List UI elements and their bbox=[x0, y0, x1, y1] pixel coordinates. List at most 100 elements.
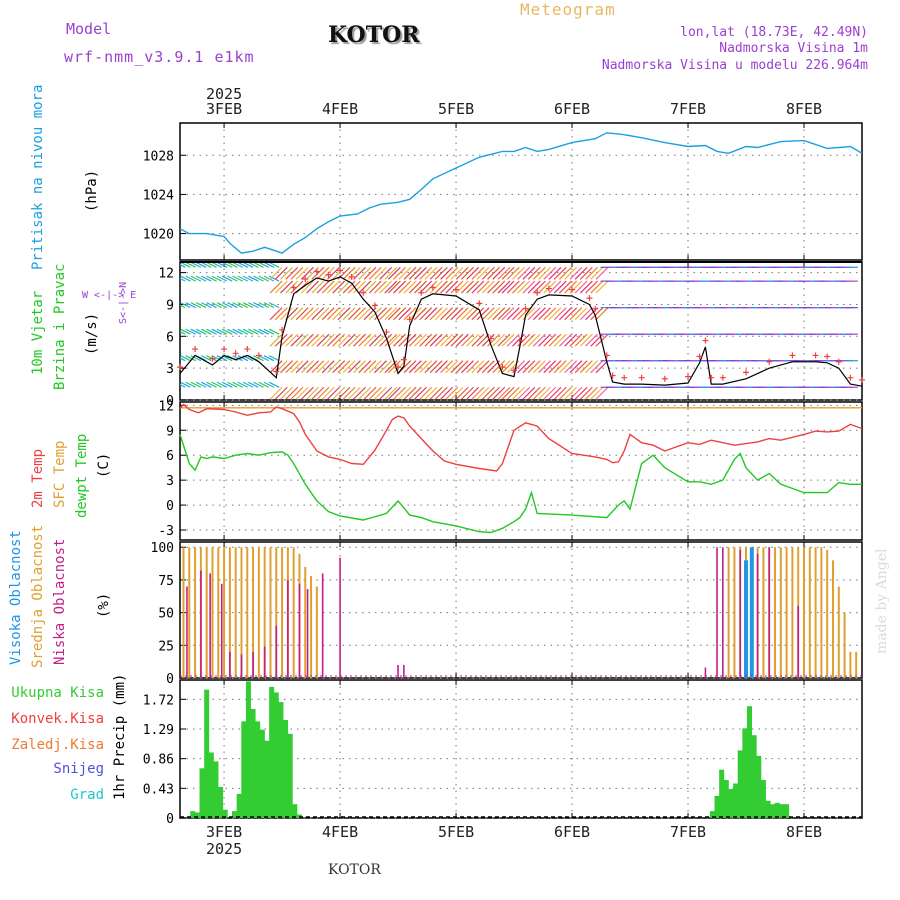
wind-barb bbox=[185, 275, 196, 282]
wind-barb bbox=[466, 360, 480, 374]
wind-barb bbox=[538, 333, 552, 347]
wind-barb bbox=[353, 266, 367, 280]
cloud-mid-bar bbox=[310, 576, 313, 678]
precip-tick-label: 0.86 bbox=[143, 753, 174, 768]
wind-gust-marker bbox=[418, 289, 425, 296]
wind-barb bbox=[347, 307, 361, 321]
precip-bar bbox=[287, 733, 293, 818]
cloud-mid-bar bbox=[843, 612, 846, 678]
wind-gust-marker bbox=[545, 285, 552, 292]
cloud-mid-bar bbox=[785, 547, 788, 678]
wind-barb bbox=[327, 266, 340, 280]
wind-barb bbox=[206, 302, 217, 309]
wind-barb bbox=[206, 328, 217, 335]
wind-barb bbox=[237, 355, 249, 362]
precip-bar bbox=[737, 750, 743, 818]
top-day-label: 6FEB bbox=[554, 100, 590, 118]
wind-barb bbox=[295, 360, 309, 374]
wind-barb bbox=[393, 333, 407, 347]
precip-tick-label: 1.29 bbox=[143, 723, 174, 738]
wind-gust-marker bbox=[429, 284, 436, 291]
wind-barb bbox=[434, 386, 448, 400]
wind-gust-marker bbox=[209, 355, 216, 362]
wind-barb bbox=[263, 328, 275, 335]
precip-bar bbox=[751, 735, 757, 818]
wind-barb bbox=[559, 333, 572, 347]
precip-bar bbox=[756, 755, 762, 818]
cloud-mid-bar bbox=[304, 566, 307, 678]
wind-barb bbox=[512, 280, 525, 294]
wind-gust-marker bbox=[847, 374, 854, 381]
wind-barb bbox=[569, 360, 583, 374]
wind-barb bbox=[227, 381, 238, 388]
wind-barb bbox=[387, 266, 401, 280]
wind-barb bbox=[476, 386, 490, 400]
pressure-tick-label: 1024 bbox=[143, 188, 174, 203]
cloud-mid-bar bbox=[826, 549, 829, 678]
wind-gust-marker bbox=[302, 275, 309, 282]
wind-barb bbox=[548, 266, 562, 280]
wind-barb bbox=[263, 302, 275, 309]
wind-barb bbox=[384, 266, 398, 280]
wind-barb bbox=[195, 381, 207, 388]
wind-barb bbox=[429, 307, 443, 321]
wind-gust-marker bbox=[719, 374, 726, 381]
cloud-low-bar bbox=[200, 570, 202, 678]
precip-bar bbox=[746, 706, 752, 818]
pressure-unit-label: (hPa) bbox=[84, 170, 100, 212]
wind-barb bbox=[481, 307, 495, 321]
wind-barb bbox=[337, 280, 351, 294]
footer-station: KOTOR bbox=[328, 862, 381, 878]
wind-barb bbox=[211, 262, 223, 268]
wind-barb bbox=[585, 386, 598, 400]
wind-barb bbox=[527, 266, 541, 280]
bottom-day-label: 3FEB bbox=[206, 823, 242, 841]
wind-barb bbox=[434, 280, 448, 294]
precip-bar bbox=[264, 740, 270, 818]
wind-gust-marker bbox=[232, 350, 239, 357]
wind-barb bbox=[342, 333, 356, 347]
wind-barb bbox=[506, 266, 520, 280]
temperature-tick-label: 9 bbox=[166, 424, 174, 439]
wind-barb bbox=[195, 328, 207, 335]
wind-barb bbox=[466, 386, 480, 400]
precip-bar bbox=[770, 804, 776, 818]
cloud-mid-bar bbox=[791, 547, 794, 678]
wind-barb bbox=[227, 275, 238, 282]
wind-barb bbox=[290, 386, 304, 400]
wind-barb bbox=[517, 280, 531, 294]
wind-barb bbox=[332, 280, 346, 294]
wind-barb bbox=[227, 302, 238, 309]
cloud-mid-bar bbox=[228, 547, 231, 678]
wind-barb bbox=[445, 386, 459, 400]
wind-barb bbox=[206, 262, 217, 268]
wind-barb bbox=[590, 386, 604, 400]
wind-barb bbox=[579, 360, 593, 374]
precip-bar bbox=[714, 795, 720, 818]
wind-barb bbox=[280, 307, 293, 321]
wind-gust-marker bbox=[835, 358, 842, 365]
cloud-low-bar bbox=[287, 579, 289, 678]
wind-barb bbox=[559, 266, 572, 280]
wind-barb bbox=[353, 280, 367, 294]
wind-barb bbox=[201, 328, 212, 335]
wind-barb bbox=[280, 360, 293, 374]
wind-barb bbox=[201, 355, 212, 362]
wind-barb bbox=[285, 266, 299, 280]
wind-barb bbox=[263, 275, 275, 282]
cloud-high-bar bbox=[749, 547, 754, 678]
wind-barb bbox=[595, 386, 609, 400]
precip-bar bbox=[774, 802, 780, 818]
wind-barb bbox=[337, 307, 351, 321]
wind-barb bbox=[403, 280, 417, 294]
wind-gust-marker bbox=[290, 284, 297, 291]
station-title: KOTOR bbox=[328, 22, 420, 48]
bottom-year-label: 2025 bbox=[206, 840, 242, 858]
wind-barb bbox=[327, 386, 340, 400]
cloud-low-bar bbox=[252, 651, 254, 678]
precip-bar bbox=[784, 804, 790, 818]
wind-barb bbox=[368, 360, 382, 374]
wind-barb bbox=[497, 386, 511, 400]
wind-barb bbox=[248, 275, 259, 282]
wind-barb bbox=[268, 262, 280, 268]
